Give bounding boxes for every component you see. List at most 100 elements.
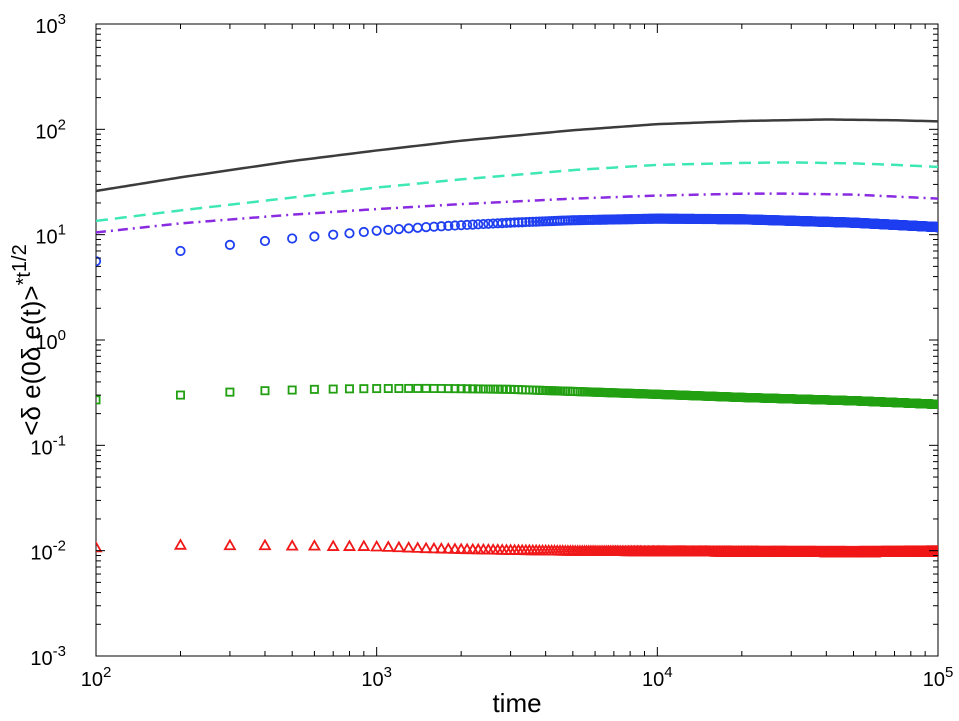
data-point-square: [483, 384, 493, 394]
series-3: [96, 192, 938, 234]
data-point-circle: [932, 221, 938, 233]
data-point-triangle: [357, 539, 371, 551]
y-axis-label-exponent: 1/2: [9, 244, 31, 272]
series-line-3: [96, 192, 938, 234]
data-point-square: [309, 384, 319, 394]
data-point-square: [488, 384, 498, 394]
data-point-triangle: [411, 541, 425, 553]
data-point-triangle: [285, 539, 299, 551]
data-point-square: [462, 384, 472, 394]
data-point-triangle: [427, 541, 441, 554]
data-point-square: [933, 399, 938, 409]
series-line-1: [96, 118, 938, 193]
data-point-circle: [513, 217, 524, 228]
data-point-square: [478, 384, 488, 394]
data-point-triangle: [402, 541, 416, 553]
data-point-circle: [175, 245, 186, 257]
data-point-triangle: [441, 542, 455, 554]
data-point-triangle: [370, 539, 384, 552]
data-point-triangle: [173, 538, 188, 550]
data-point-circle: [483, 218, 494, 229]
data-point-circle: [527, 216, 538, 227]
data-point-triangle: [448, 542, 462, 554]
y-tick-label: 10-2: [30, 538, 66, 565]
data-point-circle: [96, 256, 102, 267]
data-point-square: [287, 385, 297, 395]
data-point-square: [372, 384, 382, 394]
data-point-circle: [371, 225, 382, 236]
data-point-circle: [467, 219, 478, 230]
data-point-circle: [462, 219, 473, 230]
series-1: [96, 118, 938, 193]
data-point-square: [413, 383, 423, 393]
y-tick-label: 103: [35, 11, 66, 38]
x-axis-label: time: [492, 688, 541, 718]
data-point-circle: [344, 228, 355, 239]
data-point-square: [394, 383, 404, 393]
data-point-triangle: [381, 540, 395, 552]
data-point-circle: [383, 224, 394, 235]
x-tick-label: 105: [923, 664, 954, 691]
data-point-square: [450, 384, 460, 394]
series-2: [96, 161, 938, 223]
data-point-square: [344, 384, 354, 394]
data-point-circle: [520, 216, 531, 228]
data-point-square: [359, 384, 369, 394]
data-point-triangle: [434, 542, 448, 554]
data-point-circle: [443, 220, 454, 231]
data-point-circle: [436, 221, 447, 232]
y-tick-label: 100: [35, 327, 66, 354]
series-5: [96, 383, 938, 409]
series-line-2: [96, 161, 938, 223]
data-point-square: [225, 387, 235, 397]
y-tick-label: 102: [35, 116, 66, 143]
x-tick-label: 104: [642, 664, 673, 691]
data-point-circle: [224, 239, 236, 250]
data-point-square: [456, 384, 466, 394]
data-point-circle: [517, 217, 528, 228]
series-4: [96, 213, 938, 267]
data-point-square: [468, 384, 478, 394]
data-point-square: [473, 384, 483, 394]
y-tick-label: 10-1: [30, 432, 66, 459]
data-point-square: [383, 384, 393, 394]
data-point-square: [328, 384, 338, 394]
series-6: [96, 538, 938, 558]
data-point-circle: [259, 235, 271, 247]
y-axis-label-super: *t: [13, 272, 35, 286]
y-tick-label: 10-3: [30, 643, 66, 670]
x-tick-label: 102: [81, 664, 112, 691]
data-point-circle: [328, 229, 339, 240]
data-point-square: [96, 395, 101, 405]
data-point-square: [175, 390, 185, 400]
data-point-square: [404, 383, 414, 393]
data-point-triangle: [96, 540, 103, 553]
data-point-triangle: [419, 541, 433, 554]
data-point-triangle: [392, 540, 406, 553]
y-axis-label-main: <δ e(0δ e(t)>: [16, 285, 46, 435]
data-point-circle: [531, 216, 542, 227]
data-point-circle: [358, 226, 369, 238]
y-axis-label: <δ e(0δ e(t)>*t1/2: [9, 244, 46, 436]
data-point-circle: [473, 219, 484, 230]
data-point-circle: [309, 231, 320, 242]
data-point-triangle: [307, 539, 321, 551]
data-point-circle: [478, 218, 489, 230]
data-point-square: [260, 386, 270, 396]
x-tick-label: 103: [361, 664, 392, 691]
data-point-circle: [456, 220, 467, 231]
data-point-circle: [428, 221, 440, 232]
data-point-triangle: [326, 539, 340, 551]
y-tick-label: 101: [35, 222, 66, 249]
data-point-circle: [449, 220, 461, 231]
data-point-triangle: [931, 545, 938, 557]
data-point-triangle: [342, 539, 357, 551]
data-point-triangle: [223, 538, 237, 551]
data-point-circle: [287, 233, 298, 244]
tick-layer: 102 103 104 105 10-3 10-2 10-1 100 101 102 103: [30, 11, 953, 691]
data-point-circle: [393, 223, 404, 235]
data-point-circle: [524, 216, 535, 228]
data-point-triangle: [258, 538, 272, 551]
series-layer: [96, 118, 938, 558]
